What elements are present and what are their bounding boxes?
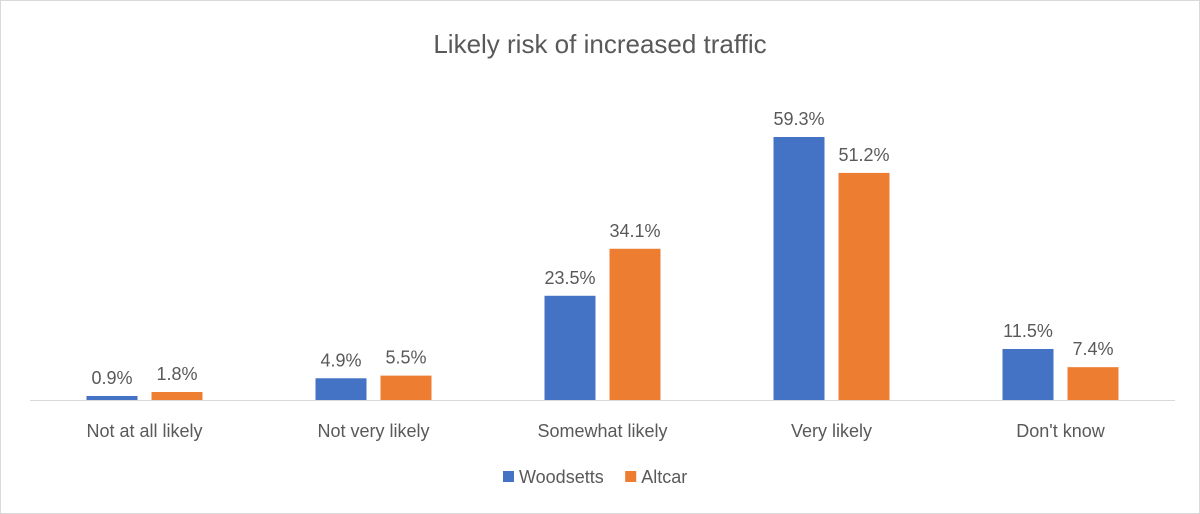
data-label: 4.9%: [320, 350, 361, 370]
data-label: 7.4%: [1072, 339, 1113, 359]
data-label: 34.1%: [609, 221, 660, 241]
bar-woodsetts: [315, 378, 367, 400]
bar-woodsetts: [1002, 348, 1054, 400]
legend-label: Woodsetts: [519, 467, 604, 487]
x-tick-label: Don't know: [1016, 421, 1105, 441]
data-label: 0.9%: [91, 368, 132, 388]
bar-altcar: [151, 392, 203, 400]
data-label: 5.5%: [385, 348, 426, 368]
data-label: 1.8%: [156, 364, 197, 384]
legend-label: Altcar: [641, 467, 687, 487]
legend: Woodsetts Altcar: [503, 467, 687, 487]
bar-woodsetts: [773, 137, 825, 400]
x-tick-label: Somewhat likely: [537, 421, 667, 441]
bar-woodsetts: [544, 295, 596, 400]
data-label: 23.5%: [544, 268, 595, 288]
legend-swatch: [503, 471, 514, 482]
x-tick-label: Not very likely: [317, 421, 429, 441]
data-label: 51.2%: [838, 145, 889, 165]
bar-woodsetts: [86, 396, 138, 400]
bar-altcar: [380, 375, 432, 400]
bar-altcar: [838, 172, 890, 400]
data-label: 59.3%: [773, 109, 824, 129]
data-label: 11.5%: [1003, 321, 1053, 341]
x-tick-label: Very likely: [791, 421, 872, 441]
bar-altcar: [1067, 367, 1119, 400]
x-tick-label: Not at all likely: [86, 421, 202, 441]
chart-title: Likely risk of increased traffic: [433, 29, 766, 59]
bar-altcar: [609, 248, 661, 400]
legend-swatch: [625, 471, 637, 482]
